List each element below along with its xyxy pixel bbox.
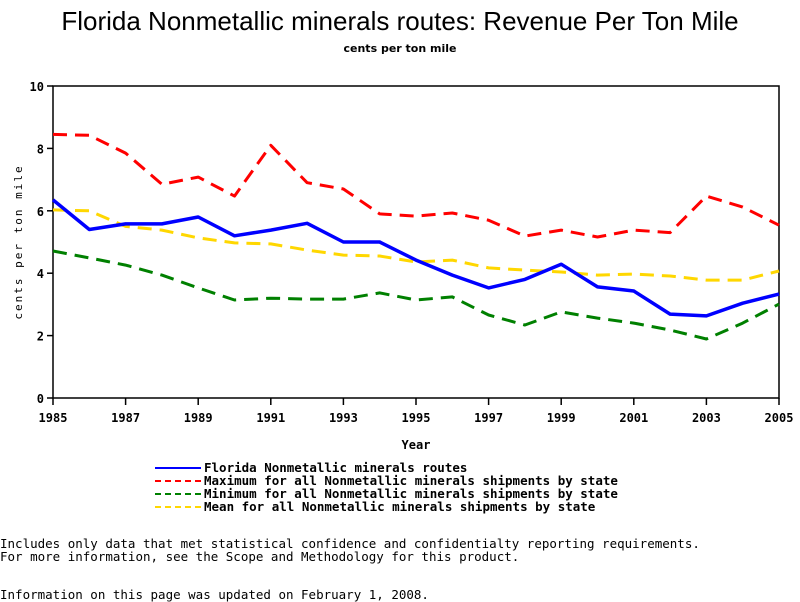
series-line-minimum bbox=[53, 251, 779, 339]
y-tick-label: 4 bbox=[37, 267, 44, 281]
footnote-methodology: For more information, see the Scope and … bbox=[0, 549, 519, 564]
y-tick-label: 0 bbox=[37, 392, 44, 406]
x-tick-label: 1993 bbox=[329, 411, 358, 425]
series-line-florida bbox=[53, 200, 779, 316]
x-tick-label: 1999 bbox=[547, 411, 576, 425]
legend-swatch bbox=[155, 467, 201, 469]
x-tick-label: 2003 bbox=[692, 411, 721, 425]
series-line-maximum bbox=[53, 134, 779, 237]
y-tick-label: 10 bbox=[30, 80, 44, 94]
plot-border bbox=[53, 86, 779, 398]
legend-item: Mean for all Nonmetallic minerals shipme… bbox=[155, 500, 618, 513]
y-tick-label: 2 bbox=[37, 330, 44, 344]
x-tick-label: 1991 bbox=[256, 411, 285, 425]
legend-swatch bbox=[155, 493, 201, 495]
y-axis-title: cents per ton mile bbox=[12, 164, 25, 319]
x-axis-title: Year bbox=[402, 438, 431, 452]
x-tick-label: 1987 bbox=[111, 411, 140, 425]
legend-swatch bbox=[155, 480, 201, 482]
legend-swatch bbox=[155, 506, 201, 508]
x-tick-label: 1995 bbox=[402, 411, 431, 425]
plot-frame bbox=[53, 86, 779, 398]
x-tick-label: 2001 bbox=[619, 411, 648, 425]
x-tick-label: 1985 bbox=[39, 411, 68, 425]
series-layer bbox=[53, 134, 779, 339]
x-tick-label: 1997 bbox=[474, 411, 503, 425]
x-tick-label: 2005 bbox=[765, 411, 794, 425]
axes-layer: 0 2 4 6 8 10 1985 1987 1989 1991 1993 1995 1997 1999 2… bbox=[30, 80, 794, 425]
y-tick-label: 8 bbox=[37, 142, 44, 156]
x-tick-label: 1989 bbox=[184, 411, 213, 425]
legend-label: Mean for all Nonmetallic minerals shipme… bbox=[204, 499, 595, 514]
line-chart: 0 2 4 6 8 10 1985 1987 1989 1991 1993 1995 1997 1999 2… bbox=[0, 0, 800, 460]
series-line-mean bbox=[53, 210, 779, 280]
y-tick-label: 6 bbox=[37, 205, 44, 219]
